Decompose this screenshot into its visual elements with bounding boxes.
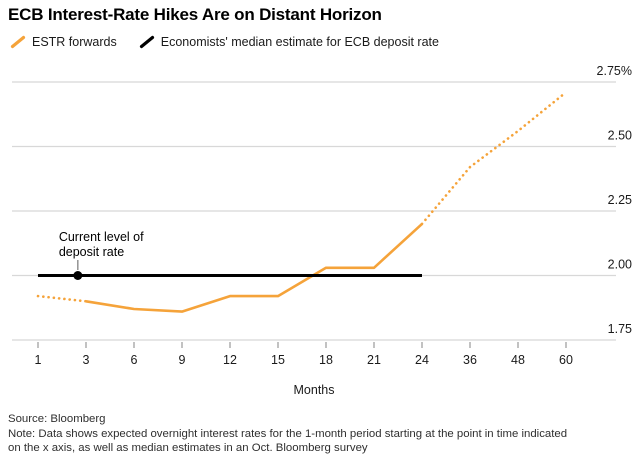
y-axis-tick-label: 2.50 xyxy=(608,129,632,143)
x-axis-tick-label: 18 xyxy=(319,353,333,367)
y-axis-tick-label: 2.25 xyxy=(608,193,632,207)
chart-title: ECB Interest-Rate Hikes Are on Distant H… xyxy=(8,5,382,24)
legend: ESTR forwards Economists' median estimate… xyxy=(10,35,439,49)
black-slash-icon xyxy=(139,35,154,49)
annotation-dot xyxy=(73,271,83,280)
legend-item: ESTR forwards xyxy=(10,35,117,49)
legend-label: ESTR forwards xyxy=(32,35,117,49)
x-axis-title: Months xyxy=(294,383,335,397)
x-axis-tick-label: 1 xyxy=(35,353,42,367)
x-axis-tick-label: 3 xyxy=(83,353,90,367)
source-text: Source: Bloomberg xyxy=(8,413,106,425)
series-estr-forwards-line xyxy=(36,294,88,303)
annotation-label-line-2: deposit rate xyxy=(59,245,124,259)
x-axis-tick-label: 21 xyxy=(367,353,381,367)
x-axis-tick-label: 15 xyxy=(271,353,285,367)
x-axis-tick-label: 48 xyxy=(511,353,525,367)
chart-canvas: 2.75%2.502.252.001.751 3 6 9 12 15 18 21 24 36 48 6… xyxy=(12,64,632,397)
x-axis-tick-label: 24 xyxy=(415,353,429,367)
chart-footer: Source: Bloomberg Note: Data shows expec… xyxy=(8,412,636,455)
annotation-label-line-1: Current level of xyxy=(59,230,144,244)
legend-item: Economists' median estimate for ECB depo… xyxy=(139,35,439,49)
series-estr-forwards-line xyxy=(420,90,568,226)
x-axis-tick-label: 36 xyxy=(463,353,477,367)
x-axis-tick-label: 12 xyxy=(223,353,237,367)
note-text-line-1: Note: Data shows expected overnight inte… xyxy=(8,428,568,440)
note-text-line-2: on the x axis, as well as median estimat… xyxy=(8,442,368,454)
x-axis-tick-label: 60 xyxy=(559,353,573,367)
legend-label: Economists' median estimate for ECB depo… xyxy=(160,35,439,49)
orange-slash-icon xyxy=(10,35,26,49)
x-axis-tick-label: 6 xyxy=(131,353,138,367)
y-axis-tick-label: 1.75 xyxy=(608,322,632,336)
x-axis-tick-label: 9 xyxy=(179,353,186,367)
series-estr-forwards-line xyxy=(85,222,423,313)
y-axis-tick-label: 2.75% xyxy=(597,64,632,78)
y-axis-tick-label: 2.00 xyxy=(608,258,632,272)
